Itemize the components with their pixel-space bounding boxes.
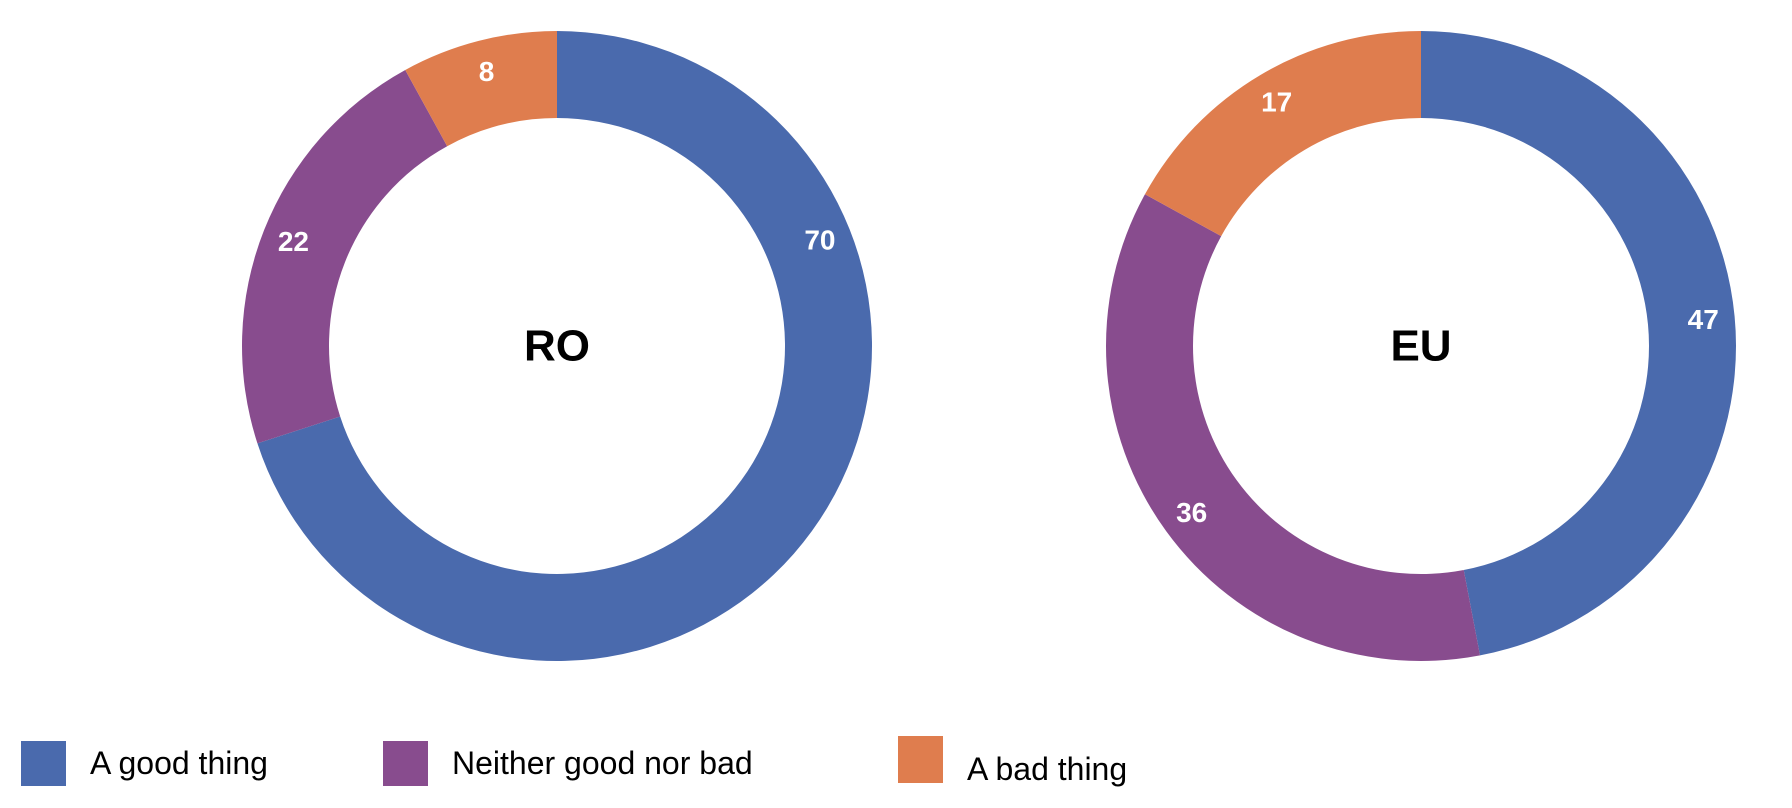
data-label-ro-good: 70 [804,224,835,255]
legend-swatch-neither [383,741,428,786]
legend-label: Neither good nor bad [452,745,753,781]
center-label-ro: RO [524,322,590,371]
slice-eu-bad [1144,31,1421,237]
legend-swatch-good [21,741,66,786]
legend-item-good: A good thing [21,741,268,786]
data-label-eu-neither: 36 [1176,497,1207,528]
data-label-ro-neither: 22 [278,226,309,257]
center-label-eu: EU [1390,322,1451,371]
slice-eu-good [1421,31,1737,656]
donut-eu: 47 36 17 EU [1106,31,1737,661]
slice-ro-bad [405,31,557,147]
data-label-ro-bad: 8 [479,56,495,87]
slice-ro-neither [242,69,448,444]
data-label-eu-good: 47 [1688,304,1719,335]
slice-eu-neither [1106,194,1481,661]
legend-item-bad: A bad thing [898,731,1127,788]
legend-label: A good thing [90,745,268,781]
data-label-eu-bad: 17 [1261,86,1292,117]
legend-swatch-bad [898,736,943,783]
legend-item-neither: Neither good nor bad [383,741,753,786]
donut-ro: 70 22 8 RO [242,31,872,661]
legend-label: A bad thing [967,751,1128,787]
